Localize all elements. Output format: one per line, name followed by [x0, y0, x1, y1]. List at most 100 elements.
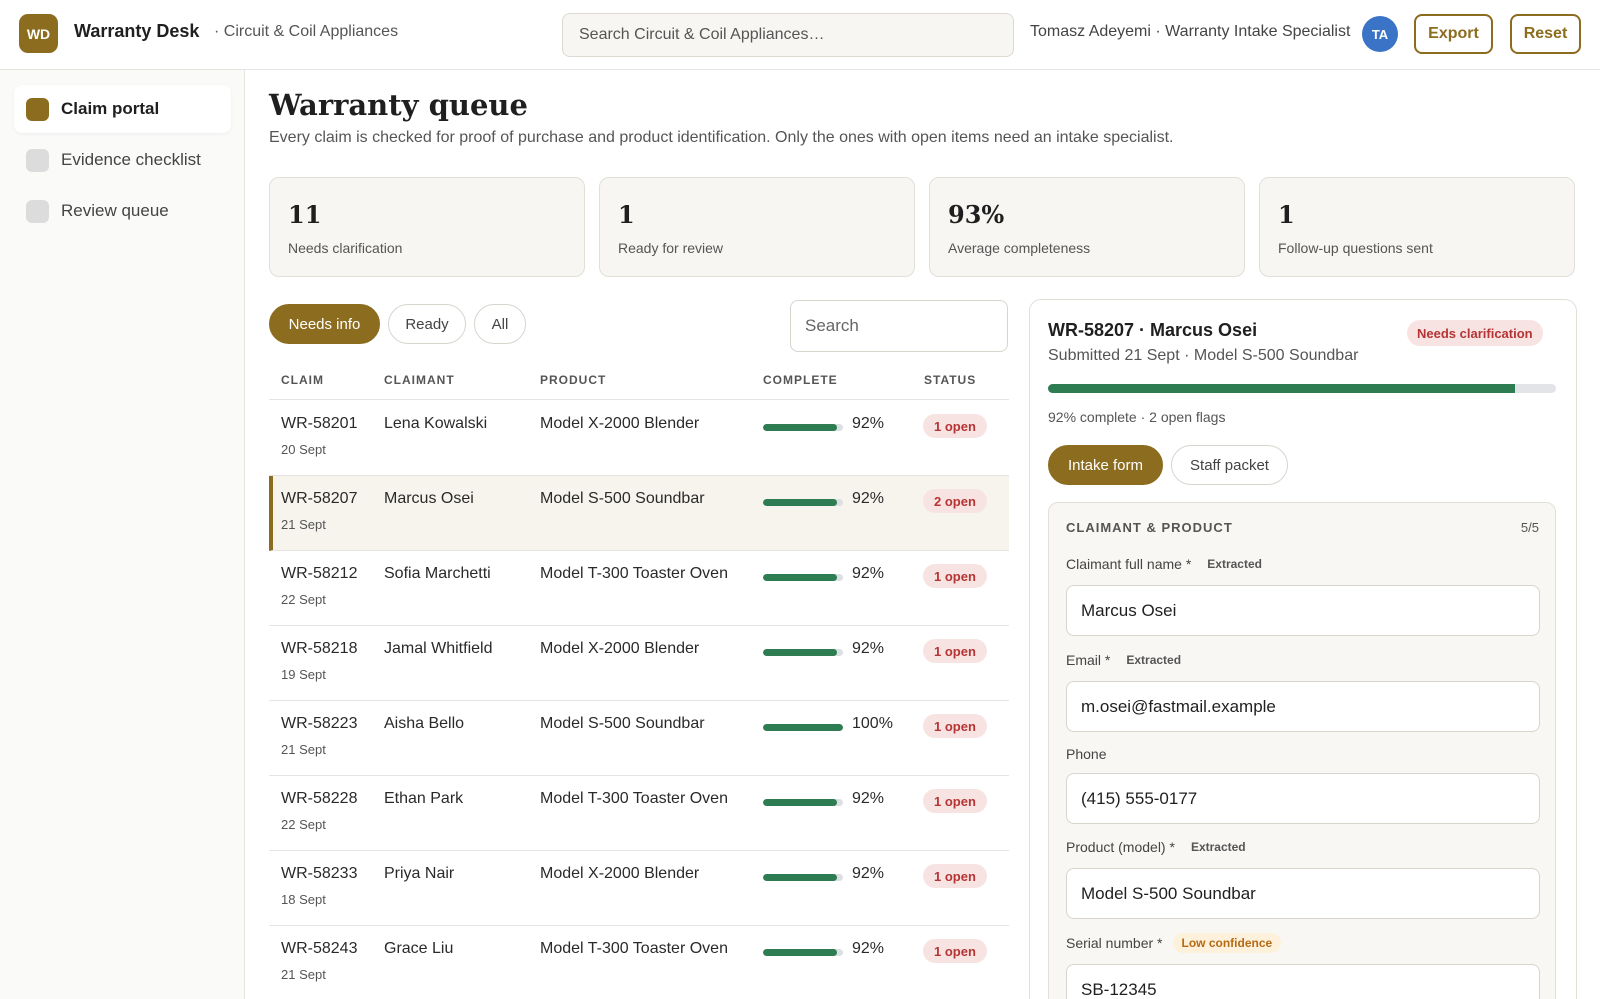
stat-value: 1: [1278, 200, 1295, 229]
reset-button[interactable]: Reset: [1510, 14, 1581, 54]
completeness-bar-fill: [763, 499, 837, 506]
field-label-serial-number: Serial number * Low confidence: [1066, 933, 1282, 953]
claim-date: 22 Sept: [281, 817, 326, 832]
claimant-name: Jamal Whitfield: [384, 640, 493, 657]
export-button[interactable]: Export: [1414, 14, 1493, 54]
detail-title: WR-58207 · Marcus Osei: [1048, 320, 1258, 340]
table-row[interactable]: WR-58212 22 Sept Sofia Marchetti Model T…: [269, 551, 1009, 626]
field-label-email: Email * Extracted: [1066, 652, 1181, 668]
filter-needs-info[interactable]: Needs info: [269, 304, 380, 344]
filter-ready[interactable]: Ready: [388, 304, 466, 344]
table-row[interactable]: WR-58233 18 Sept Priya Nair Model X-2000…: [269, 851, 1009, 926]
sidebar-item-claim-portal[interactable]: Claim portal: [14, 85, 231, 133]
completeness-bar: [763, 424, 843, 431]
main-content: Warranty queue Every claim is checked fo…: [245, 70, 1600, 999]
completeness-bar: [763, 574, 843, 581]
claim-id: WR-58212: [281, 565, 358, 582]
stat-card-follow-up-questions: 1 Follow-up questions sent: [1259, 177, 1575, 277]
nav-square-icon: [26, 97, 49, 121]
tab-staff-packet[interactable]: Staff packet: [1171, 445, 1288, 485]
sidebar-item-label: Evidence checklist: [61, 150, 201, 169]
sidebar-item-review-queue[interactable]: Review queue: [14, 187, 231, 235]
sidebar: Claim portal Evidence checklist Review q…: [0, 70, 245, 999]
stat-label: Ready for review: [618, 240, 724, 256]
field-label-text: Phone: [1066, 746, 1107, 762]
claimant-name: Marcus Osei: [384, 490, 474, 507]
status-badge: 1 open: [923, 714, 987, 738]
phone-field[interactable]: [1066, 773, 1540, 824]
column-header-claimant: CLAIMANT: [384, 373, 455, 387]
product-name: Model S-500 Soundbar: [540, 715, 705, 732]
table-search-input[interactable]: [790, 300, 1008, 352]
status-badge: 1 open: [923, 414, 987, 438]
claimant-name: Sofia Marchetti: [384, 565, 491, 582]
serial-number-field[interactable]: [1066, 964, 1540, 999]
claims-table-body: WR-58201 20 Sept Lena Kowalski Model X-2…: [269, 401, 1009, 999]
claim-id: WR-58223: [281, 715, 358, 732]
top-bar: WD Warranty Desk · Circuit & Coil Applia…: [0, 0, 1600, 70]
table-row[interactable]: WR-58218 19 Sept Jamal Whitfield Model X…: [269, 626, 1009, 701]
claim-date: 20 Sept: [281, 442, 326, 457]
completeness-bar: [763, 724, 843, 731]
table-row[interactable]: WR-58201 20 Sept Lena Kowalski Model X-2…: [269, 401, 1009, 476]
claim-id: WR-58201: [281, 415, 358, 432]
stat-card-ready-for-review: 1 Ready for review: [599, 177, 915, 277]
stat-card-needs-clarification: 11 Needs clarification: [269, 177, 585, 277]
stat-label: Average completeness: [948, 240, 1091, 256]
detail-progress-bar: [1048, 384, 1556, 393]
field-label-claimant-name: Claimant full name * Extracted: [1066, 556, 1262, 572]
table-row-selected[interactable]: WR-58207 21 Sept Marcus Osei Model S-500…: [269, 476, 1009, 551]
nav-square-icon: [26, 148, 49, 172]
claim-date: 21 Sept: [281, 742, 326, 757]
detail-subtitle: Submitted 21 Sept · Model S-500 Soundbar: [1048, 347, 1359, 364]
sidebar-item-evidence-checklist[interactable]: Evidence checklist: [14, 136, 231, 184]
completeness-percent: 92%: [852, 790, 885, 807]
table-row[interactable]: WR-58228 22 Sept Ethan Park Model T-300 …: [269, 776, 1009, 851]
stat-value: 93%: [948, 200, 1005, 229]
stat-label: Follow-up questions sent: [1278, 240, 1433, 256]
completeness-bar: [763, 499, 843, 506]
section-count: 5/5: [1520, 520, 1539, 535]
product-name: Model X-2000 Blender: [540, 865, 700, 882]
low-confidence-tag: Low confidence: [1172, 933, 1282, 953]
completeness-bar: [763, 799, 843, 806]
completeness-percent: 92%: [852, 640, 885, 657]
completeness-bar-fill: [763, 574, 837, 581]
column-header-product: PRODUCT: [540, 373, 607, 387]
global-search-input[interactable]: [562, 13, 1014, 57]
product-model-field[interactable]: [1066, 868, 1540, 919]
product-name: Model T-300 Toaster Oven: [540, 790, 728, 807]
product-name: Model X-2000 Blender: [540, 640, 700, 657]
table-header: CLAIM CLAIMANT PRODUCT COMPLETE STATUS: [269, 360, 1009, 400]
claim-date: 22 Sept: [281, 592, 326, 607]
claimant-name: Grace Liu: [384, 940, 454, 957]
page-subtitle: Every claim is checked for proof of purc…: [269, 129, 1174, 146]
avatar[interactable]: TA: [1362, 16, 1398, 52]
product-name: Model X-2000 Blender: [540, 415, 700, 432]
section-title: CLAIMANT & PRODUCT: [1066, 520, 1233, 535]
claim-date: 21 Sept: [281, 517, 326, 532]
claimant-name-field[interactable]: [1066, 585, 1540, 636]
stat-value: 1: [618, 200, 635, 229]
claim-id: WR-58218: [281, 640, 358, 657]
claim-detail-panel: WR-58207 · Marcus Osei Needs clarificati…: [1029, 299, 1577, 999]
table-row[interactable]: WR-58243 21 Sept Grace Liu Model T-300 T…: [269, 926, 1009, 999]
tab-intake-form[interactable]: Intake form: [1048, 445, 1163, 485]
completeness-percent: 92%: [852, 940, 885, 957]
field-label-text: Claimant full name *: [1066, 556, 1192, 572]
completeness-bar: [763, 949, 843, 956]
field-label-phone: Phone: [1066, 746, 1106, 762]
completeness-bar-fill: [763, 424, 837, 431]
claim-date: 21 Sept: [281, 967, 326, 982]
column-header-complete: COMPLETE: [763, 373, 838, 387]
claimant-name: Aisha Bello: [384, 715, 465, 732]
app-logo[interactable]: WD: [19, 14, 58, 53]
claim-id: WR-58243: [281, 940, 358, 957]
field-label-text: Product (model) *: [1066, 839, 1175, 855]
table-row[interactable]: WR-58223 21 Sept Aisha Bello Model S-500…: [269, 701, 1009, 776]
field-label-text: Serial number *: [1066, 935, 1163, 951]
filter-all[interactable]: All: [474, 304, 526, 344]
claimant-name: Lena Kowalski: [384, 415, 488, 432]
email-field[interactable]: [1066, 681, 1540, 732]
stat-card-average-completeness: 93% Average completeness: [929, 177, 1245, 277]
